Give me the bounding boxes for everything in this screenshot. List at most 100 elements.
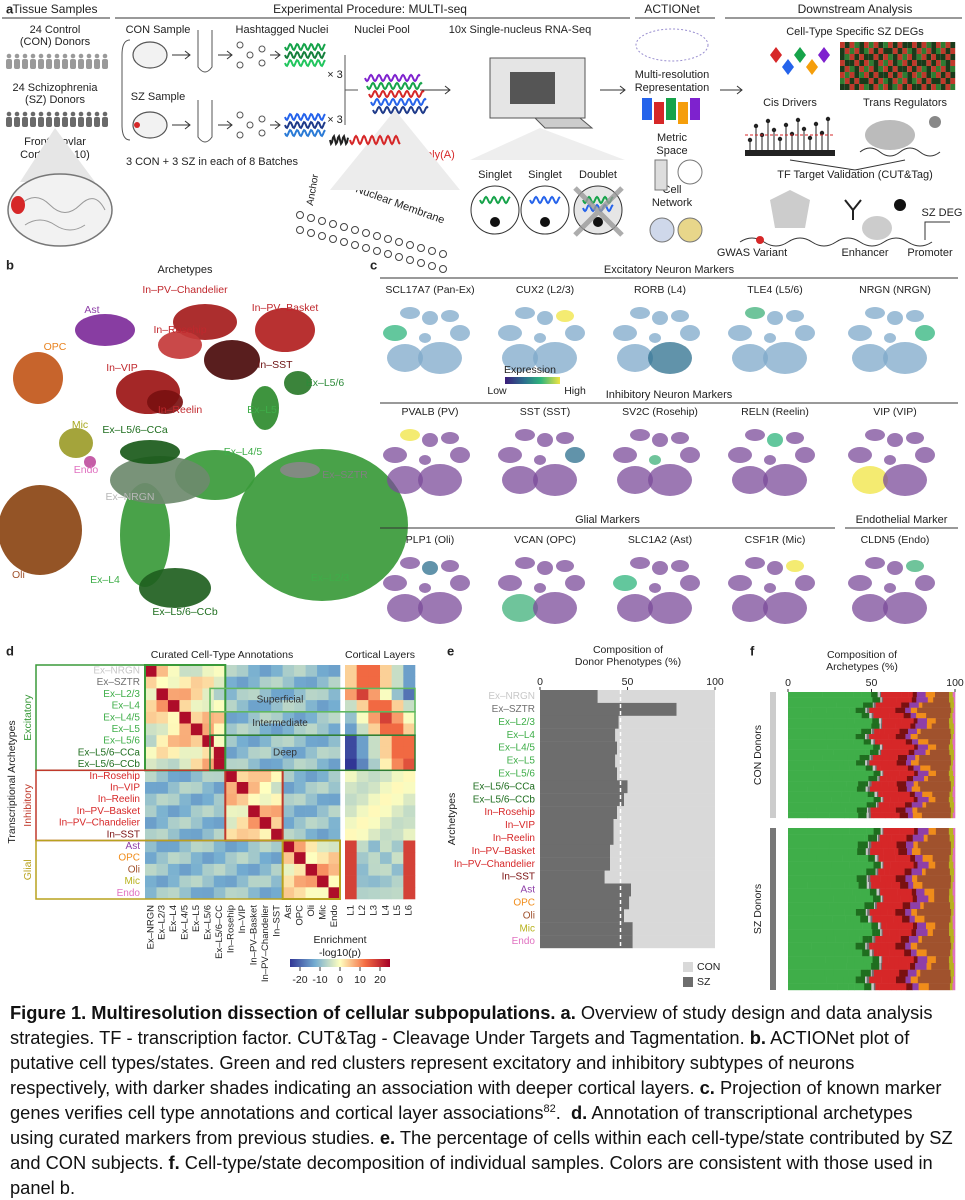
donor-segment — [895, 707, 906, 714]
heatmap-cell — [317, 758, 329, 771]
group-label: Glial — [22, 859, 34, 880]
donor-segment — [897, 969, 900, 977]
deg-heatmap-cell — [940, 54, 946, 60]
donor-segment — [788, 697, 834, 703]
deg-heatmap-cell — [844, 48, 850, 54]
donor-segment — [910, 797, 915, 803]
heatmap-cell — [271, 805, 283, 818]
deg-heatmap-cell — [892, 72, 898, 78]
donor-segment — [874, 963, 880, 970]
donor-segment — [882, 929, 890, 937]
umap-thumbnail — [767, 561, 783, 575]
deg-heatmap-cell — [864, 78, 869, 84]
donor-segment — [827, 702, 837, 708]
donor-segment — [829, 770, 850, 777]
heatmap-cell — [225, 840, 238, 853]
donor-segment — [880, 895, 883, 903]
donor-segment — [891, 812, 896, 819]
cis-dot — [795, 117, 801, 123]
column-label: Mic — [317, 905, 328, 920]
donor-segment — [921, 812, 952, 819]
donor-segment — [951, 760, 954, 766]
donor-segment — [829, 841, 847, 849]
gene-label: CSF1R (Mic) — [745, 534, 806, 546]
heatmap-cell — [345, 711, 357, 724]
group-bar — [770, 828, 776, 990]
deg-heatmap-cell — [849, 72, 855, 78]
heatmap-cell — [179, 863, 192, 876]
deg-heatmap-cell — [878, 72, 884, 78]
donor-segment — [849, 770, 856, 777]
donor-segment — [853, 781, 859, 787]
nucleus-icon — [236, 41, 244, 49]
bar — [618, 715, 715, 729]
donor-segment — [884, 802, 890, 808]
donor-segment — [919, 755, 952, 761]
donor-segment — [889, 929, 897, 937]
donor-segment — [869, 888, 874, 896]
heatmap-cell — [236, 746, 249, 759]
heatmap-cell — [248, 735, 261, 748]
heatmap-cell — [156, 676, 169, 689]
colorbar-title: Enrichment — [313, 934, 366, 946]
deg-heatmap-cell — [854, 42, 860, 48]
donor-segment — [918, 760, 952, 766]
diagram-label: Multi-resolution — [635, 69, 710, 81]
donor-segment — [864, 902, 871, 910]
deg-heatmap-cell — [854, 72, 860, 78]
legend-label: High — [564, 385, 586, 397]
bar — [540, 702, 677, 716]
heatmap-cell — [305, 665, 318, 677]
umap-thumbnail — [498, 325, 522, 341]
donor-segment — [920, 786, 952, 792]
donor-segment — [861, 713, 868, 719]
heatmap-cell — [317, 863, 329, 876]
heatmap-cell — [328, 793, 341, 806]
umap-thumbnail — [515, 429, 535, 441]
bracket — [121, 39, 131, 141]
deg-heatmap-cell — [931, 42, 936, 48]
heatmap-cell — [391, 711, 404, 724]
donor-segment — [930, 765, 951, 771]
umap-thumbnail — [533, 592, 577, 624]
donor-segment — [879, 983, 893, 991]
column-label: Endo — [329, 905, 340, 927]
donor-segment — [895, 875, 906, 883]
donor-segment — [888, 963, 895, 970]
bar — [540, 844, 610, 858]
heatmap-cell — [225, 887, 238, 900]
donor-segment — [902, 915, 910, 923]
heatmap-cell — [225, 817, 238, 830]
heatmap-cell — [305, 746, 318, 759]
donor-segment — [872, 755, 879, 761]
donor-segment — [954, 702, 956, 708]
cis-dot — [771, 127, 777, 133]
donor-segment — [865, 749, 871, 756]
donor-segment — [864, 812, 867, 819]
donor-segment — [908, 922, 914, 930]
row-label: Ex–L4 — [112, 701, 141, 712]
donor-segment — [905, 976, 911, 984]
transcript-icon — [368, 89, 425, 99]
membrane-lipid — [373, 232, 381, 240]
heatmap-cell — [403, 746, 416, 759]
donor-segment — [866, 802, 872, 808]
deg-heatmap-cell — [883, 72, 888, 78]
umap-thumbnail — [498, 575, 522, 591]
transcript-icon — [284, 112, 326, 122]
donor-segment — [873, 702, 876, 708]
deg-heatmap-cell — [916, 66, 922, 72]
donor-segment — [916, 888, 925, 896]
deg-heatmap-cell — [897, 42, 903, 48]
heatmap-cell — [202, 887, 215, 900]
deg-heatmap-cell — [945, 84, 951, 90]
donor-segment — [833, 929, 848, 937]
donor-segment — [849, 828, 856, 835]
heatmap-cell — [356, 688, 369, 701]
donor-segment — [843, 707, 850, 714]
umap-thumbnail — [652, 433, 668, 447]
deg-heatmap-cell — [902, 54, 908, 60]
deg-heatmap-cell — [868, 78, 874, 84]
donor-segment — [788, 882, 808, 889]
heatmap-cell — [236, 828, 249, 841]
